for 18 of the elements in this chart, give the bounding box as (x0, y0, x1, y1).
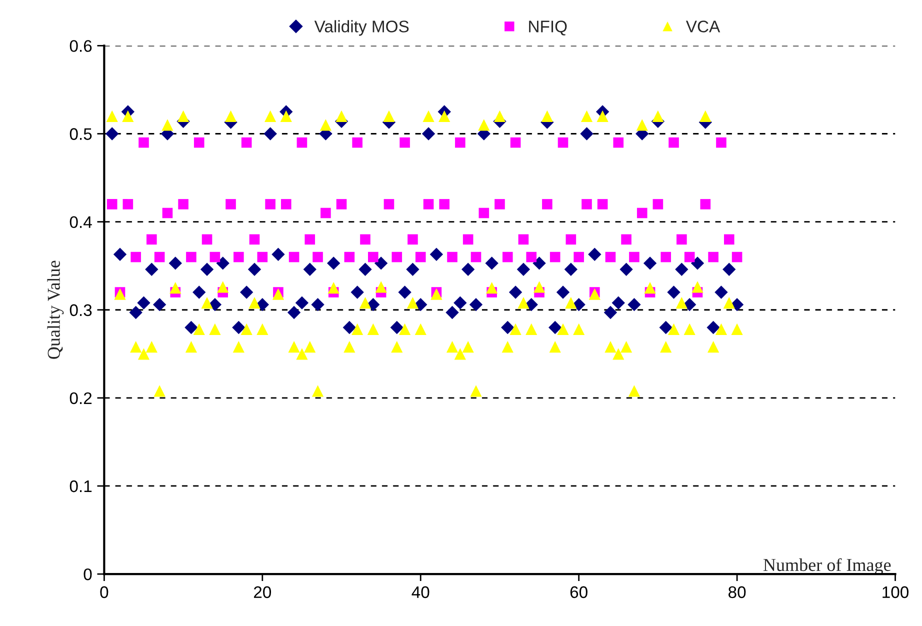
y-tick-label: 0.2 (70, 392, 92, 404)
y-tick-label: 0.1 (70, 480, 92, 492)
y-tick-label: 0.3 (70, 304, 92, 316)
legend-label: VCA (686, 20, 720, 32)
y-tick-label: 0 (84, 568, 92, 580)
x-tick-label: 40 (412, 586, 430, 598)
y-axis-title: Quality Value (47, 260, 64, 359)
y-tick-label: 0.5 (70, 128, 92, 140)
x-axis-title: Number of Image (763, 558, 891, 575)
x-tick-label: 60 (570, 586, 588, 598)
x-tick-label: 0 (100, 586, 108, 598)
legend-label: NFIQ (529, 20, 567, 36)
x-tick-label: 20 (254, 586, 272, 598)
x-tick-label: 80 (728, 586, 746, 598)
legend-label: Validity MOS (314, 20, 409, 36)
x-tick-label: 100 (882, 586, 909, 598)
y-tick-label: 0.4 (70, 216, 92, 228)
y-tick-label: 0.6 (70, 40, 92, 52)
